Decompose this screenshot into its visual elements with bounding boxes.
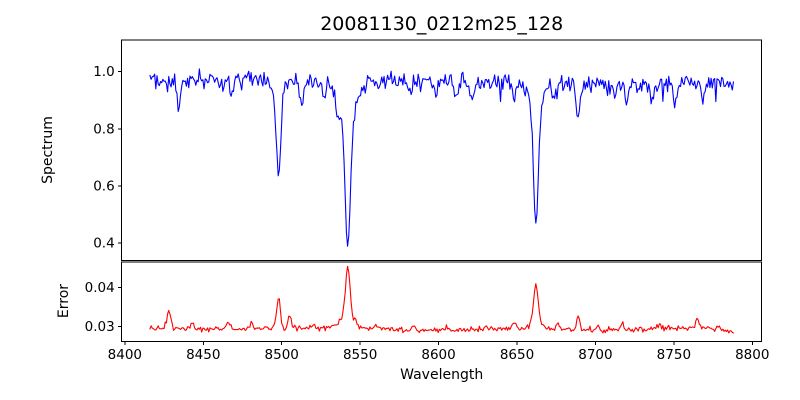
x-tick-label: 8550 (343, 347, 377, 363)
x-tick-label: 8750 (657, 347, 691, 363)
x-tick-label: 8400 (108, 347, 142, 363)
top-y-tick-label: 0.8 (93, 121, 114, 137)
bottom-y-tick-label: 0.04 (85, 280, 115, 296)
x-tick-label: 8450 (186, 347, 220, 363)
spectrum-y-axis-label: Spectrum (40, 116, 56, 184)
chart-title: 20081130_0212m25_128 (320, 13, 563, 35)
x-tick-label: 8800 (735, 347, 769, 363)
x-tick-label: 8650 (500, 347, 534, 363)
x-tick-label: 8600 (421, 347, 455, 363)
axes-layer: 0.4 0.6 0.8 1.0 0.03 0.04 8400 8450 8500 8550 8600… (85, 39, 769, 363)
x-axis-label: Wavelength (400, 367, 483, 383)
axes-bottom: 0.03 0.04 8400 8450 8500 8550 8600 8650 8700 8750… (85, 261, 769, 363)
spectrum-line (149, 68, 735, 247)
error-line (149, 265, 735, 334)
top-y-tick-label: 0.6 (93, 178, 114, 194)
x-tick-label: 8500 (265, 347, 299, 363)
series-layer (149, 68, 735, 334)
top-y-tick-label: 1.0 (93, 64, 114, 80)
error-y-axis-label: Error (56, 284, 72, 318)
axes-top: 0.4 0.6 0.8 1.0 (93, 39, 763, 261)
top-y-tick-label: 0.4 (93, 236, 114, 252)
bottom-axes-frame (121, 261, 763, 342)
top-axes-frame (121, 39, 763, 261)
x-tick-label: 8700 (578, 347, 612, 363)
bottom-y-tick-label: 0.03 (85, 319, 115, 335)
